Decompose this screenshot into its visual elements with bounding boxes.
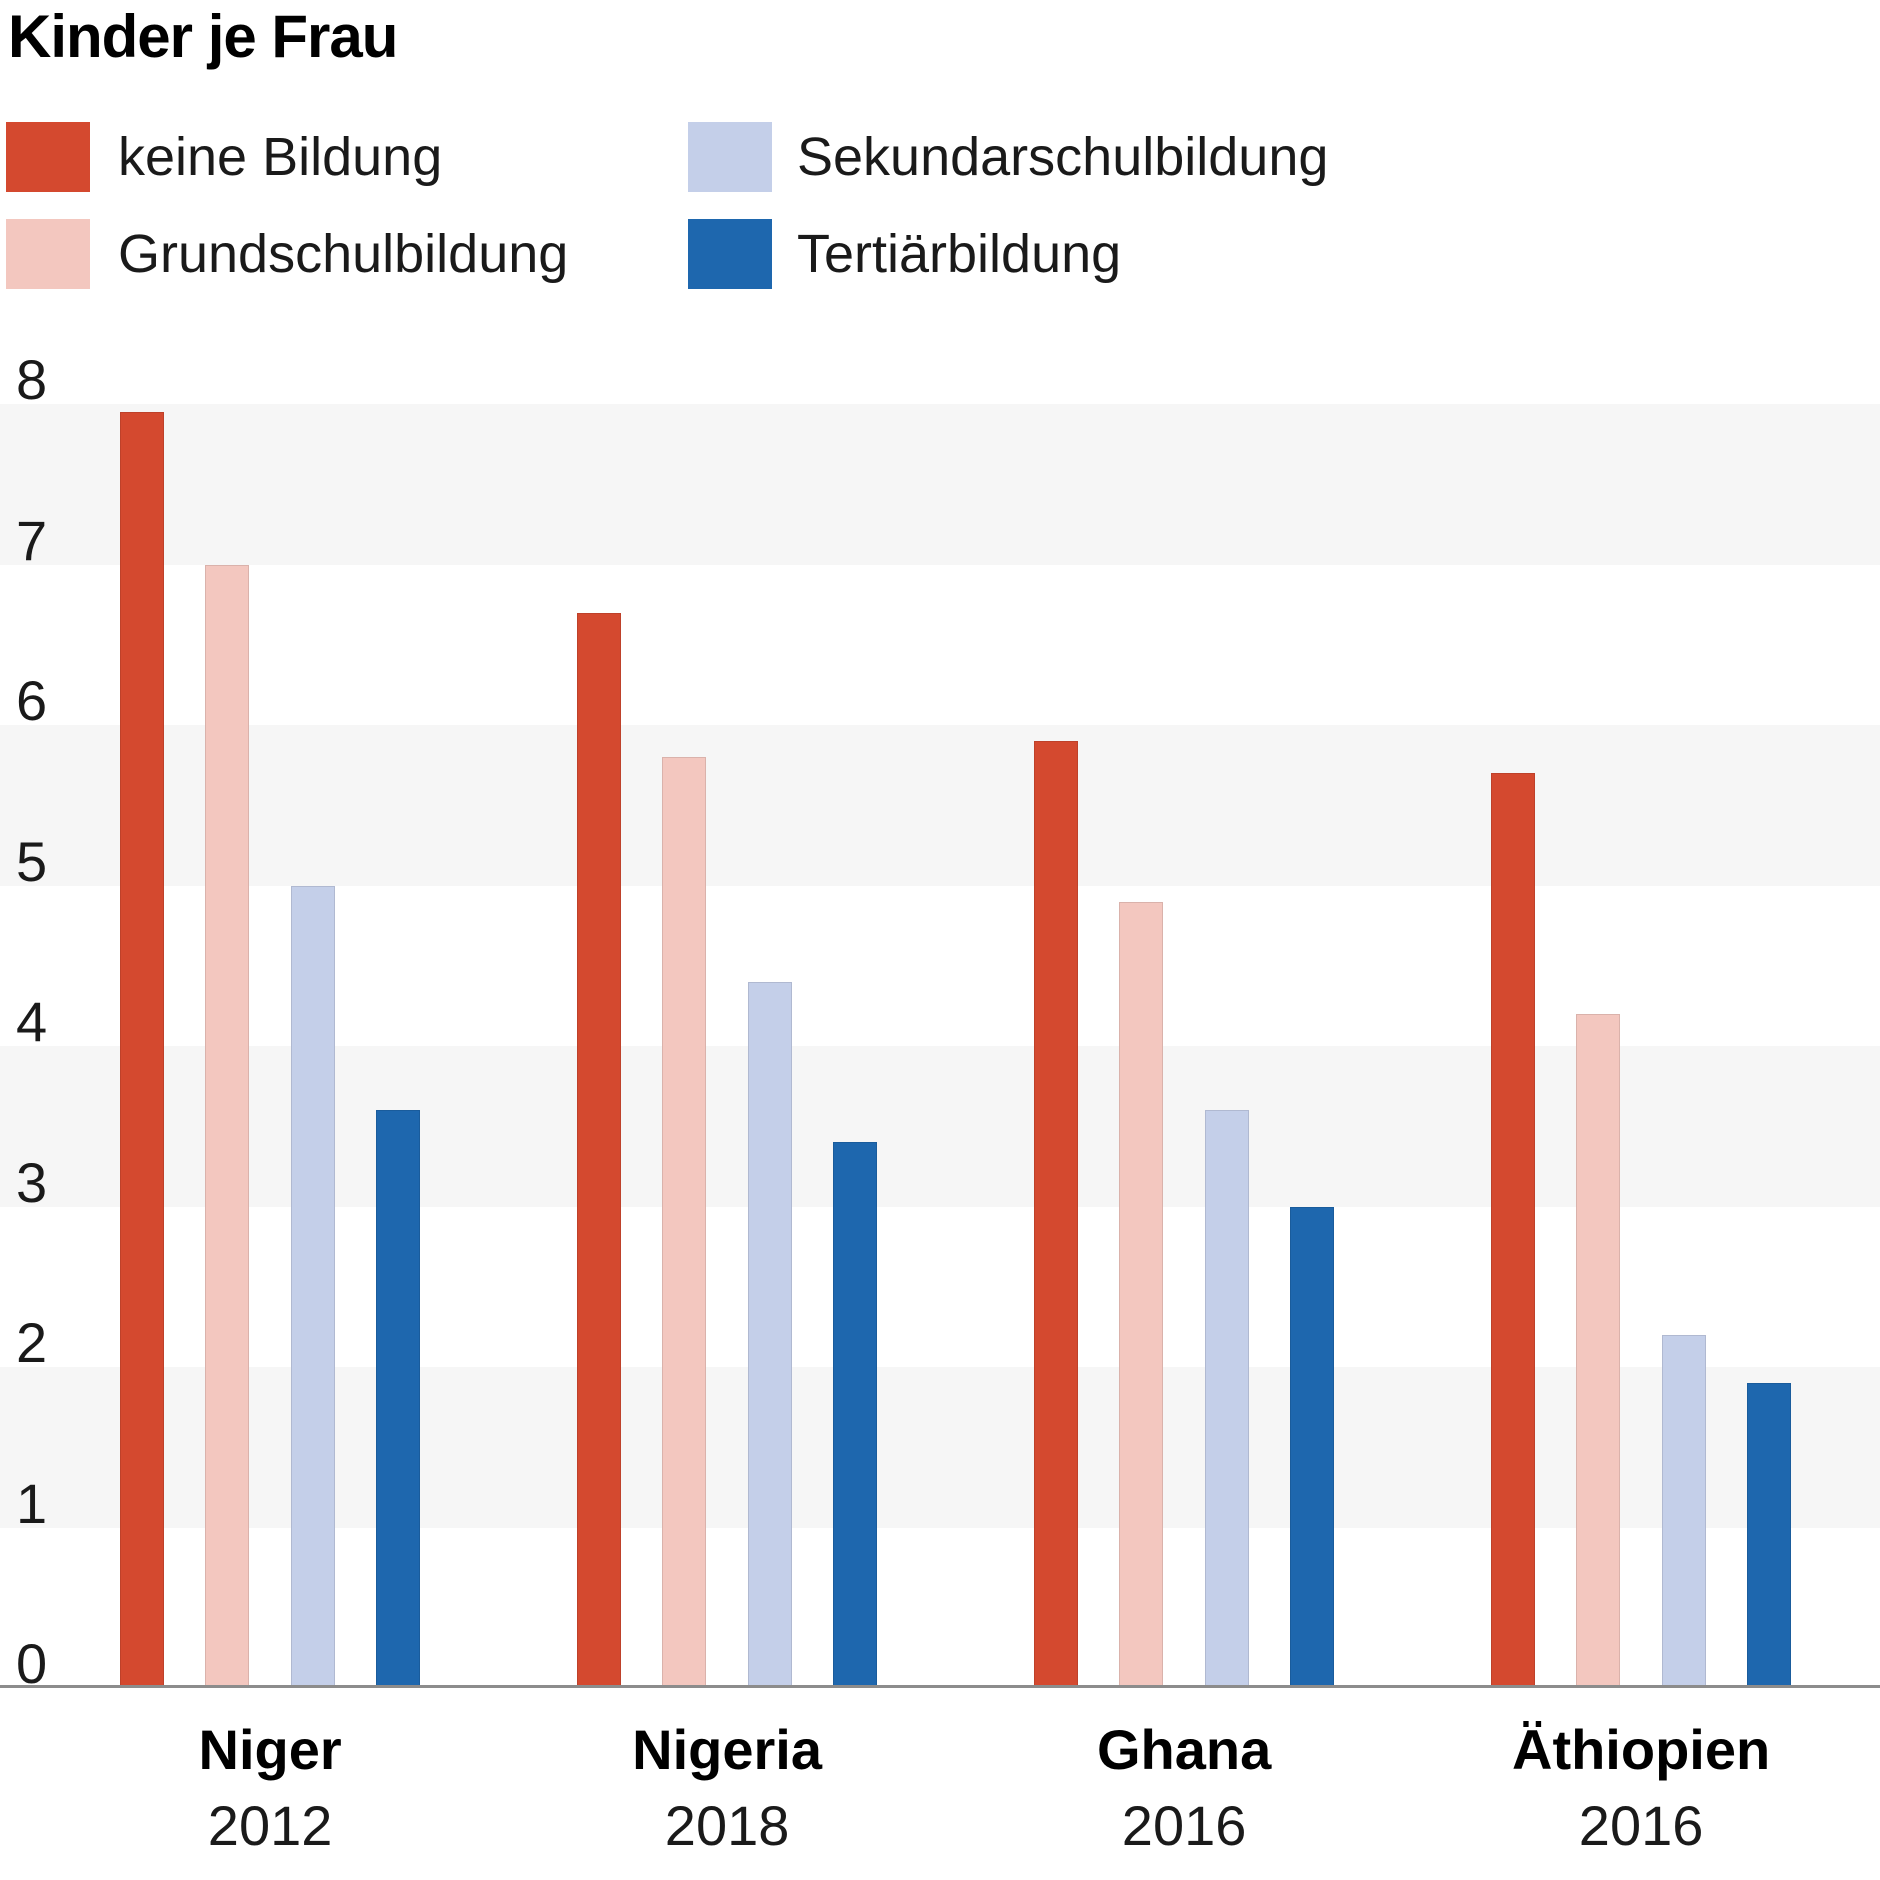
legend-label: Sekundarschulbildung [797, 127, 1329, 187]
legend-swatch-icon [688, 122, 772, 192]
bar-äthiopien-sekundarschulbildung [1661, 1334, 1706, 1688]
y-tick-label-8: 8 [16, 348, 48, 411]
category-label-äthiopien: Äthiopien [1512, 1718, 1771, 1781]
bar-niger-tertiärbildung [376, 1110, 421, 1688]
legend-item-tertiärbildung: Tertiärbildung [0, 219, 1880, 289]
legend-label: Grundschulbildung [118, 224, 569, 284]
bar-nigeria-sekundarschulbildung [747, 981, 792, 1688]
bar-äthiopien-grundschulbildung [1576, 1013, 1621, 1688]
y-tick-label-4: 4 [16, 990, 48, 1053]
category-label-niger: Niger [198, 1718, 342, 1781]
category-label-ghana: Ghana [1096, 1718, 1272, 1781]
legend-item-grundschulbildung: Grundschulbildung [0, 219, 1880, 289]
y-tick-label-3: 3 [16, 1150, 48, 1214]
x-axis-line [0, 1685, 1880, 1688]
y-tick-label-1: 1 [16, 1471, 48, 1535]
bar-äthiopien-keine-bildung [1491, 773, 1535, 1688]
bar-niger-grundschulbildung [205, 564, 250, 1688]
year-label-nigeria: 2018 [664, 1794, 790, 1857]
legend-item-sekundarschulbildung: Sekundarschulbildung [0, 122, 1880, 192]
category-label-nigeria: Nigeria [632, 1718, 823, 1781]
bar-niger-sekundarschulbildung [290, 885, 335, 1688]
legend-label: Tertiärbildung [797, 224, 1122, 284]
bar-ghana-grundschulbildung [1119, 901, 1164, 1688]
legend-swatch-icon [688, 219, 772, 289]
legend-label: keine Bildung [118, 127, 443, 187]
bar-nigeria-keine-bildung [577, 612, 621, 1688]
bar-ghana-tertiärbildung [1290, 1206, 1335, 1688]
bar-ghana-sekundarschulbildung [1204, 1110, 1249, 1688]
y-tick-label-6: 6 [16, 669, 48, 732]
legend-swatch-icon [6, 122, 90, 192]
year-label-niger: 2012 [207, 1794, 333, 1857]
grid-band-7-8 [0, 404, 1880, 565]
y-tick-label-2: 2 [16, 1311, 48, 1374]
year-label-äthiopien: 2016 [1578, 1794, 1704, 1857]
legend-swatch-icon [6, 219, 90, 289]
bar-niger-keine-bildung [120, 412, 164, 1688]
bar-ghana-keine-bildung [1034, 741, 1078, 1688]
y-tick-label-0: 0 [16, 1632, 48, 1695]
bar-nigeria-grundschulbildung [662, 757, 707, 1688]
bar-äthiopien-tertiärbildung [1747, 1383, 1792, 1688]
year-label-ghana: 2016 [1121, 1794, 1247, 1857]
bar-nigeria-tertiärbildung [833, 1142, 878, 1688]
y-tick-label-7: 7 [16, 508, 48, 572]
grid-band-5-6 [0, 725, 1880, 886]
chart-title: Kinder je Frau [8, 3, 398, 70]
y-tick-label-5: 5 [16, 829, 48, 893]
legend: keine Bildung Grundschulbildung Sekundarsc… [0, 0, 1880, 310]
legend-item-keine-bildung: keine Bildung [0, 122, 1880, 192]
